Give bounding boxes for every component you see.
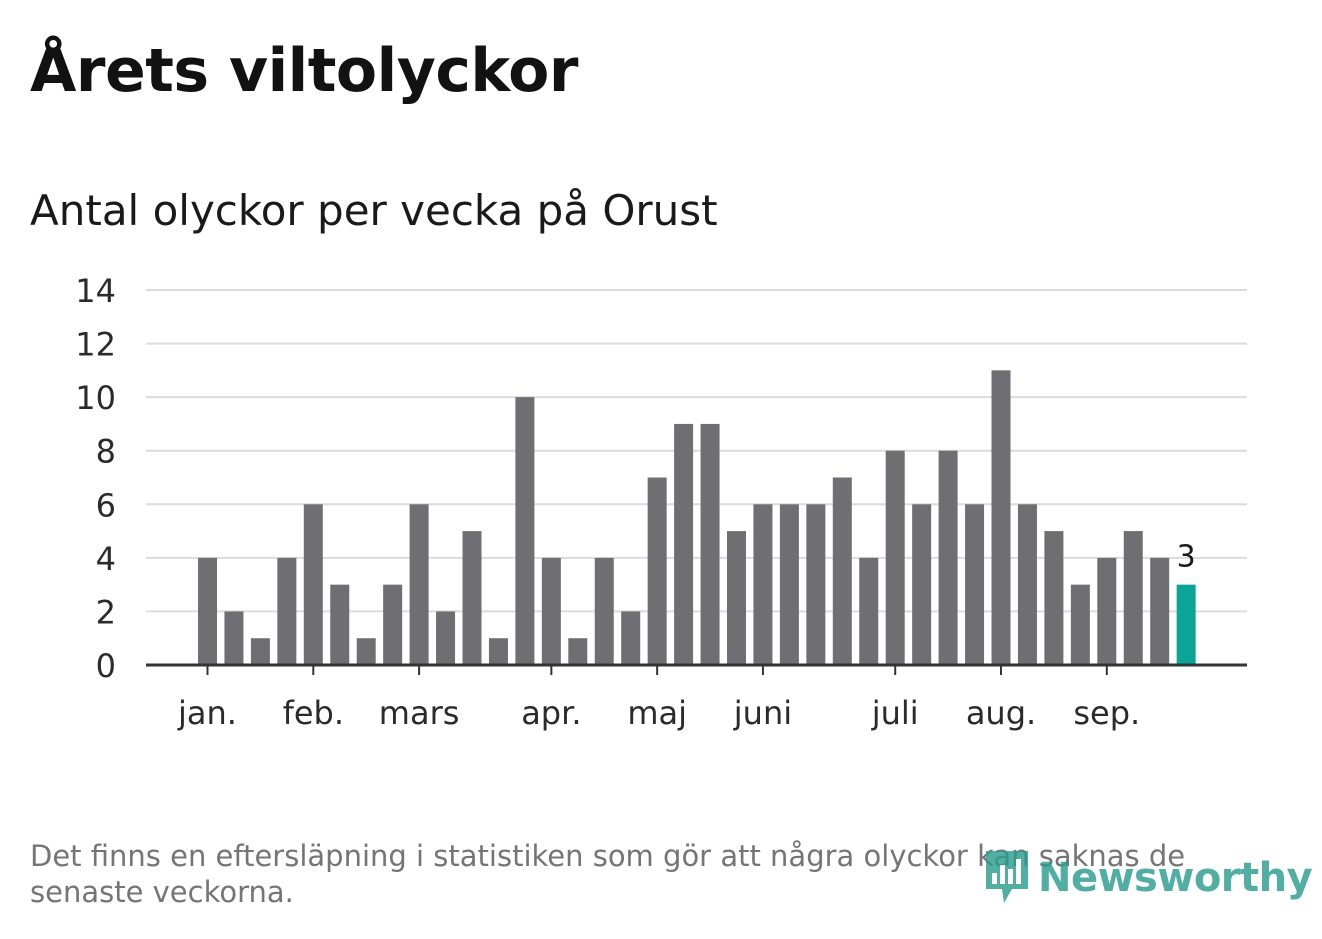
bar	[383, 584, 403, 665]
data-labels: 3	[1177, 540, 1196, 575]
y-axis-ticks: 0 2 4 6 8 10 12 14	[75, 272, 116, 685]
chart-title: Årets viltolyckor	[30, 36, 579, 106]
bar	[594, 557, 614, 665]
y-tick-label: 8	[96, 433, 116, 471]
x-tick-label: juli	[871, 694, 919, 732]
newsworthy-logo-icon	[986, 851, 1028, 903]
bar	[409, 504, 429, 665]
bar	[859, 557, 879, 665]
bar	[621, 611, 641, 665]
grid-lines	[146, 289, 1247, 613]
x-axis-ticks: jan. feb. mars apr. maj juni juli aug. sep.	[177, 665, 1140, 732]
y-tick-label: 2	[96, 593, 116, 631]
y-tick-label: 12	[75, 326, 116, 364]
bar	[912, 504, 932, 665]
bar	[1017, 504, 1037, 665]
x-tick-label: jan.	[177, 694, 237, 732]
bar-chart: 0 2 4 6 8 10 12 14 jan. feb. mars apr. maj juni juli a…	[75, 272, 1247, 732]
bar	[541, 557, 561, 665]
bar	[303, 504, 323, 665]
bar	[1070, 584, 1090, 665]
x-tick-label: mars	[379, 694, 460, 732]
bar	[991, 370, 1011, 665]
bar	[277, 557, 297, 665]
bar	[727, 531, 746, 665]
x-tick-label: juni	[733, 694, 792, 732]
bar	[330, 584, 350, 665]
bar	[1097, 557, 1117, 665]
brand-name: Newsworthy	[1038, 855, 1313, 901]
y-tick-label: 0	[96, 647, 116, 685]
bar	[356, 638, 376, 665]
y-tick-label: 10	[75, 379, 116, 417]
x-tick-label: feb.	[283, 694, 344, 732]
bar	[436, 611, 456, 665]
bar	[700, 423, 720, 665]
bar	[806, 504, 826, 665]
bar	[938, 450, 958, 665]
bar	[965, 504, 985, 665]
bar	[647, 477, 667, 665]
bar	[753, 504, 773, 665]
x-tick-label: aug.	[966, 694, 1036, 732]
bar	[568, 638, 588, 665]
bar	[488, 638, 508, 665]
bar	[1044, 531, 1064, 665]
bar	[674, 423, 694, 665]
x-tick-label: sep.	[1073, 694, 1140, 732]
bar	[515, 397, 535, 665]
chart-subtitle: Antal olyckor per vecka på Orust	[30, 186, 718, 235]
bar	[1123, 531, 1143, 665]
bars	[198, 370, 1196, 665]
y-tick-label: 6	[96, 486, 116, 524]
y-tick-label: 14	[75, 272, 116, 310]
x-tick-label: maj	[627, 694, 687, 732]
newsworthy-brand: Newsworthy	[982, 845, 1313, 911]
bar	[250, 638, 270, 665]
bar-highlight	[1176, 584, 1196, 665]
bar	[224, 611, 244, 665]
x-tick-label: apr.	[521, 694, 581, 732]
bar	[779, 504, 799, 665]
data-label: 3	[1177, 540, 1196, 575]
y-tick-label: 4	[96, 540, 116, 578]
bar	[1150, 557, 1170, 665]
bar	[198, 557, 217, 665]
bar	[462, 531, 482, 665]
bar	[832, 477, 852, 665]
bar	[885, 450, 905, 665]
